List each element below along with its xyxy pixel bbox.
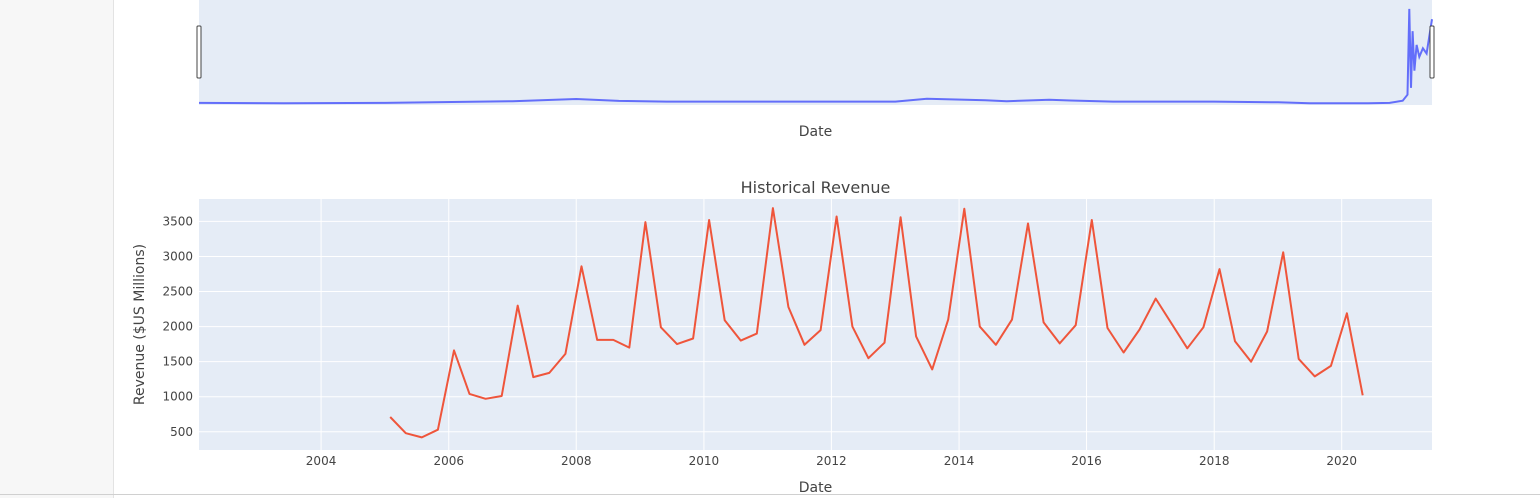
y-tick-label: 2500 [162, 285, 193, 299]
overview-x-axis-title: Date [799, 124, 832, 140]
x-tick-label: 2008 [561, 454, 592, 468]
range-slider-left-handle[interactable] [196, 25, 202, 79]
x-tick-label: 2006 [433, 454, 464, 468]
x-tick-label: 2014 [944, 454, 975, 468]
y-tick-labels: 500 1000 1500 2000 2500 3000 3500 [162, 214, 193, 438]
x-tick-labels: 2004 2006 2008 2010 2012 2014 2016 2018 2020 [306, 454, 1357, 468]
y-axis-title: Revenue ($US Millions) [132, 244, 148, 405]
revenue-series-line [389, 207, 1364, 439]
range-slider-background[interactable] [199, 0, 1432, 105]
revenue-series-layer [389, 207, 1364, 439]
range-slider[interactable] [196, 0, 1435, 105]
bottom-rule [0, 494, 1540, 495]
plot-area[interactable] [199, 199, 1432, 450]
x-tick-label: 2004 [306, 454, 337, 468]
y-tick-label: 1500 [162, 355, 193, 369]
left-gutter [0, 0, 114, 498]
range-slider-right-handle[interactable] [1429, 25, 1435, 79]
overview-series-line [198, 8, 1433, 105]
y-tick-label: 3000 [162, 249, 193, 263]
x-tick-label: 2018 [1199, 454, 1230, 468]
x-tick-label: 2010 [689, 454, 720, 468]
y-tick-label: 500 [170, 425, 193, 439]
y-tick-label: 1000 [162, 390, 193, 404]
x-tick-label: 2020 [1326, 454, 1357, 468]
y-tick-label: 2000 [162, 320, 193, 334]
x-tick-label: 2012 [816, 454, 847, 468]
chart-title: Historical Revenue [741, 178, 891, 197]
x-tick-label: 2016 [1071, 454, 1102, 468]
x-axis-title: Date [799, 480, 832, 496]
overview-series-layer [198, 8, 1433, 105]
y-tick-label: 3500 [162, 214, 193, 228]
